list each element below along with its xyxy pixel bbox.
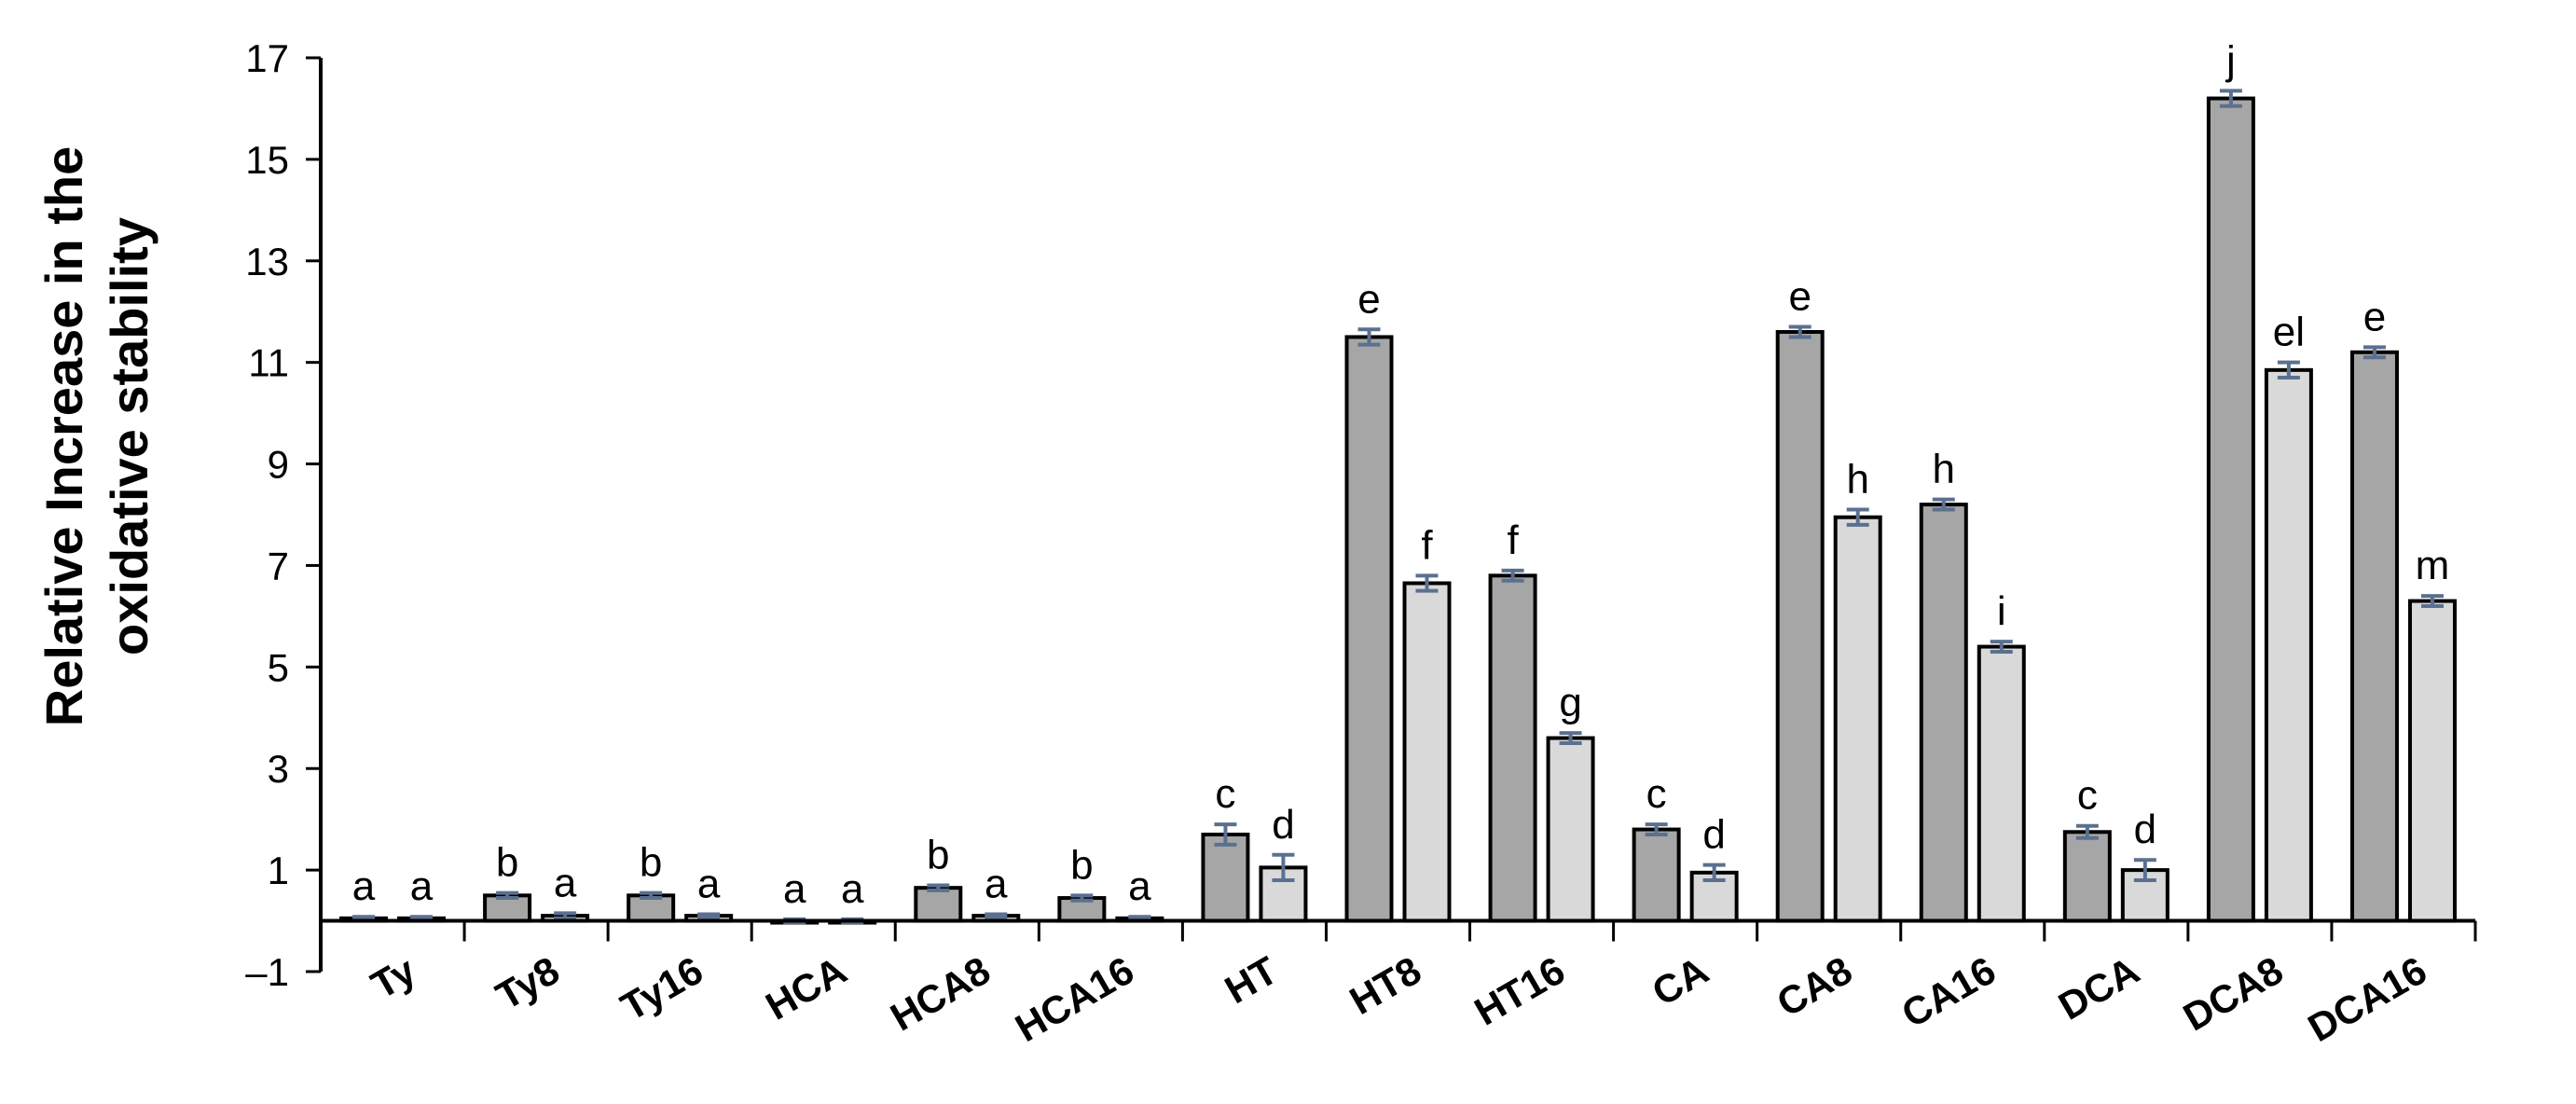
bar xyxy=(1632,827,1681,923)
significance-label: d xyxy=(2134,807,2156,852)
significance-label: h xyxy=(1846,457,1868,503)
bar xyxy=(2349,350,2399,923)
significance-label: h xyxy=(1933,447,1955,492)
bar xyxy=(1977,644,2026,923)
x-tick-label: CA8 xyxy=(1770,948,1859,1026)
x-tick-label: CA16 xyxy=(1894,948,2004,1036)
significance-label: f xyxy=(1421,522,1433,568)
significance-label: a xyxy=(783,866,806,912)
x-tick-label: HCA xyxy=(758,948,853,1028)
x-tick-label: DCA16 xyxy=(2301,948,2434,1051)
y-tick-label: 17 xyxy=(245,36,289,80)
significance-label: a xyxy=(1128,863,1151,909)
bar xyxy=(1201,833,1250,923)
x-tick-label: CA xyxy=(1645,948,1715,1014)
x-tick-label: DCA xyxy=(2051,948,2146,1028)
y-tick-label: 5 xyxy=(268,645,289,689)
bar xyxy=(1919,503,1968,923)
significance-label: b xyxy=(640,840,662,886)
x-tick-label: HCA8 xyxy=(883,948,998,1040)
significance-label: f xyxy=(1507,518,1519,563)
significance-label: b xyxy=(1070,842,1093,888)
bar xyxy=(1344,335,1394,923)
significance-label: el xyxy=(2273,310,2305,355)
significance-label: a xyxy=(352,863,376,909)
y-tick-label: 7 xyxy=(268,544,289,587)
y-tick-label: 11 xyxy=(248,341,289,385)
y-tick-label: 3 xyxy=(268,747,289,791)
bar xyxy=(1402,581,1452,923)
y-tick-label: –1 xyxy=(245,950,289,994)
significance-label: a xyxy=(697,861,721,906)
significance-label: m xyxy=(2416,543,2450,588)
x-tick-label: Ty xyxy=(364,947,423,1007)
y-tick-label: 15 xyxy=(245,138,289,182)
bar xyxy=(1546,736,1595,923)
significance-label: e xyxy=(2363,294,2386,339)
y-axis-label-line-1: Relative Increase in the xyxy=(34,146,93,727)
x-tick-label: HT16 xyxy=(1467,948,1572,1034)
significance-label: e xyxy=(1357,276,1380,322)
significance-label: a xyxy=(410,863,434,909)
y-tick-label: 13 xyxy=(245,240,289,283)
bar xyxy=(1833,515,1882,923)
significance-label: j xyxy=(2225,37,2236,83)
x-tick-label: HT8 xyxy=(1343,948,1428,1023)
bar xyxy=(1488,573,1537,923)
significance-label: a xyxy=(985,861,1008,906)
x-tick-label: DCA8 xyxy=(2176,948,2291,1040)
significance-label: c xyxy=(1646,771,1667,817)
significance-label: i xyxy=(1997,588,2006,634)
bar xyxy=(2407,599,2457,923)
significance-label: e xyxy=(1788,274,1811,320)
significance-label: g xyxy=(1559,680,1581,725)
significance-label: c xyxy=(1215,771,1235,817)
x-tick-label: Ty16 xyxy=(613,948,710,1029)
bar xyxy=(914,886,963,923)
significance-label: a xyxy=(554,860,577,905)
bar xyxy=(2264,367,2313,923)
significance-label: c xyxy=(2077,773,2098,819)
x-tick-label: HCA16 xyxy=(1008,948,1141,1051)
significance-label: d xyxy=(1272,802,1294,848)
bar xyxy=(1775,330,1825,923)
x-tick-label: Ty8 xyxy=(489,948,566,1018)
y-tick-label: 9 xyxy=(268,443,289,487)
y-tick-label: 1 xyxy=(268,849,289,892)
significance-label: d xyxy=(1702,812,1725,858)
y-axis-label-line-2: oxidative stability xyxy=(100,217,158,656)
significance-label: a xyxy=(841,866,864,912)
bar xyxy=(2062,830,2112,923)
bar xyxy=(2206,96,2255,923)
x-tick-label: HT xyxy=(1218,947,1285,1012)
significance-label: b xyxy=(927,832,949,877)
significance-label: b xyxy=(496,840,518,886)
